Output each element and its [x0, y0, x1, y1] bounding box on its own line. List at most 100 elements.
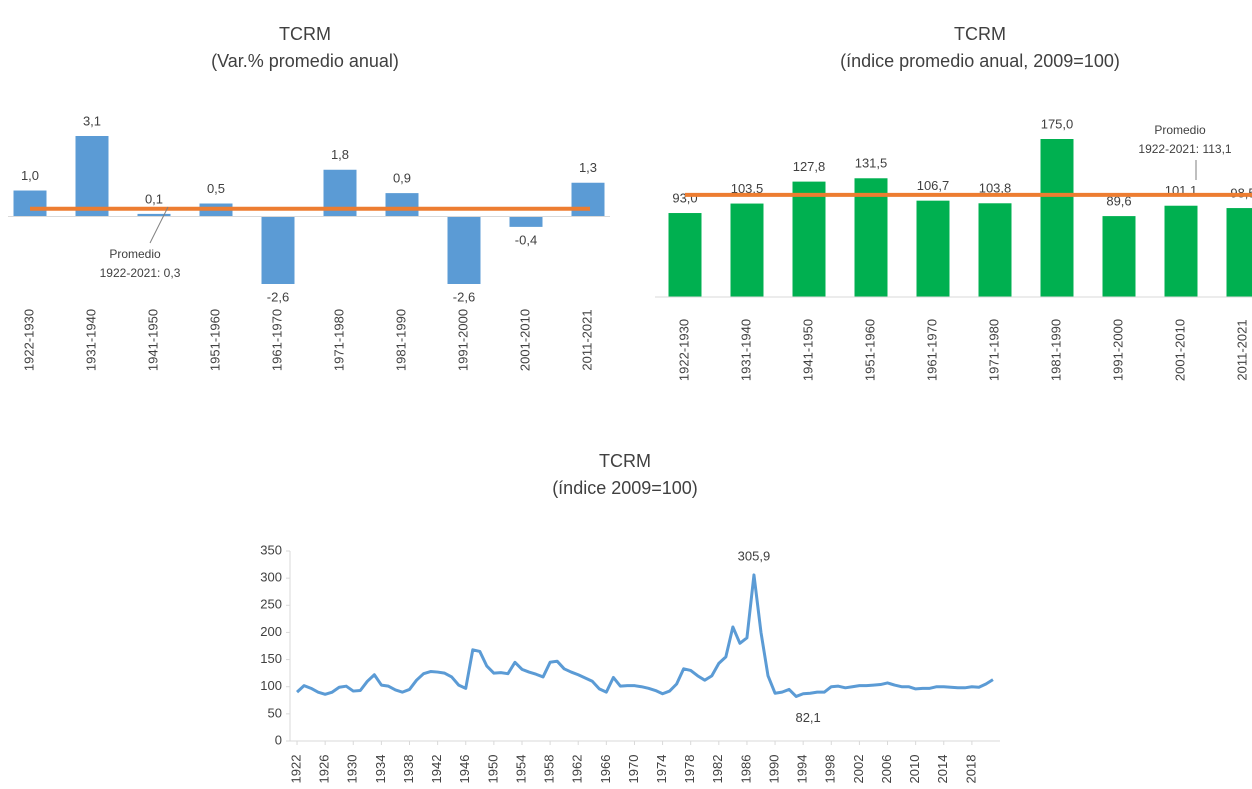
- x-tick-label: 1962: [570, 755, 585, 784]
- bar: [571, 182, 605, 217]
- value-label: 93,0: [672, 190, 697, 205]
- line-series: [296, 573, 994, 698]
- bar: [509, 216, 543, 227]
- x-tick-label: 2006: [879, 755, 894, 784]
- x-tick-label: 1951-1960: [862, 319, 877, 381]
- x-tick-label: 1930: [345, 755, 360, 784]
- y-tick-label: 350: [260, 542, 282, 557]
- bar: [854, 178, 888, 297]
- x-tick-label: 1951-1960: [207, 309, 222, 371]
- x-tick-label: 1958: [542, 755, 557, 784]
- bar: [1226, 208, 1252, 297]
- y-tick-label: 300: [260, 570, 282, 585]
- average-label: Promedio: [1154, 123, 1206, 137]
- average-label: 1922-2021: 113,1: [1138, 142, 1232, 156]
- x-tick-label: 1950: [485, 755, 500, 784]
- x-tick-label: 2014: [935, 755, 950, 784]
- x-tick-label: 2018: [963, 755, 978, 784]
- bar: [1164, 205, 1198, 297]
- x-tick-label: 1998: [823, 755, 838, 784]
- chart-title: (índice promedio anual, 2009=100): [840, 51, 1120, 71]
- chart-title: TCRM: [954, 24, 1006, 44]
- bar: [730, 203, 764, 297]
- value-label: 1,0: [21, 168, 39, 183]
- x-tick-label: 1974: [654, 755, 669, 784]
- x-tick-label: 1961-1970: [269, 309, 284, 371]
- value-label: 0,9: [393, 171, 411, 186]
- x-tick-label: 1922-1930: [676, 319, 691, 381]
- value-label: 103,8: [979, 181, 1012, 196]
- x-tick-label: 1986: [738, 755, 753, 784]
- annotation-leader: [149, 206, 169, 244]
- x-tick-label: 1926: [317, 755, 332, 784]
- x-tick-label: 1931-1940: [738, 319, 753, 381]
- value-label: 103,5: [731, 181, 764, 196]
- x-tick-label: 2002: [851, 755, 866, 784]
- bar: [978, 203, 1012, 297]
- x-tick-label: 1966: [598, 755, 613, 784]
- bar: [75, 136, 109, 217]
- average-label: Promedio: [109, 247, 161, 261]
- y-tick-label: 50: [268, 705, 282, 720]
- point-label: 82,1: [795, 710, 820, 725]
- x-tick-label: 2001-2010: [517, 309, 532, 371]
- y-tick-label: 200: [260, 624, 282, 639]
- x-tick-label: 2001-2010: [1172, 319, 1187, 381]
- x-tick-label: 1971-1980: [986, 319, 1001, 381]
- x-tick-label: 1961-1970: [924, 319, 939, 381]
- value-label: 3,1: [83, 113, 101, 128]
- y-tick-label: 0: [275, 732, 282, 747]
- x-tick-label: 2010: [907, 755, 922, 784]
- bar: [13, 190, 47, 217]
- x-tick-label: 1991-2000: [1110, 319, 1125, 381]
- x-tick-label: 2011-2021: [579, 309, 594, 370]
- x-tick-label: 1994: [795, 755, 810, 784]
- value-label: 1,8: [331, 147, 349, 162]
- value-label: 175,0: [1041, 116, 1074, 131]
- bar: [1040, 139, 1074, 297]
- x-tick-label: 1931-1940: [83, 309, 98, 371]
- bar: [1102, 216, 1136, 297]
- x-tick-label: 1991-2000: [455, 309, 470, 371]
- chart-title: TCRM: [279, 24, 331, 44]
- x-tick-label: 1978: [682, 755, 697, 784]
- x-tick-label: 1971-1980: [331, 309, 346, 371]
- value-label: 131,5: [855, 156, 888, 171]
- value-label: 0,5: [207, 181, 225, 196]
- x-tick-label: 1938: [401, 755, 416, 784]
- y-tick-label: 100: [260, 678, 282, 693]
- y-tick-label: 250: [260, 597, 282, 612]
- x-tick-label: 1981-1990: [1048, 319, 1063, 381]
- x-tick-label: 1922-1930: [21, 309, 36, 371]
- value-label: 1,3: [579, 160, 597, 175]
- value-label: 127,8: [793, 159, 826, 174]
- bar: [137, 213, 171, 217]
- value-label: -0,4: [515, 232, 537, 247]
- x-tick-label: 1981-1990: [393, 309, 408, 371]
- value-label: 106,7: [917, 178, 950, 193]
- chart-title: (Var.% promedio anual): [211, 51, 399, 71]
- bar: [792, 181, 826, 297]
- bar: [668, 213, 702, 297]
- x-tick-label: 1942: [429, 755, 444, 784]
- x-tick-label: 2011-2021: [1234, 319, 1249, 380]
- chart-title: TCRM: [599, 451, 651, 471]
- x-tick-label: 1970: [626, 755, 641, 784]
- value-label: -2,6: [267, 289, 289, 304]
- x-tick-label: 1946: [457, 755, 472, 784]
- x-tick-label: 1934: [373, 755, 388, 784]
- x-tick-label: 1954: [513, 755, 528, 784]
- value-label: 89,6: [1106, 194, 1131, 209]
- bar: [447, 216, 481, 284]
- chart-title: (índice 2009=100): [552, 478, 698, 498]
- x-tick-label: 1990: [766, 755, 781, 784]
- average-label: 1922-2021: 0,3: [100, 266, 181, 280]
- bar: [385, 193, 419, 217]
- x-tick-label: 1982: [710, 755, 725, 784]
- bar: [261, 216, 295, 284]
- value-label: 0,1: [145, 191, 163, 206]
- x-tick-label: 1941-1950: [145, 309, 160, 371]
- value-label: -2,6: [453, 289, 475, 304]
